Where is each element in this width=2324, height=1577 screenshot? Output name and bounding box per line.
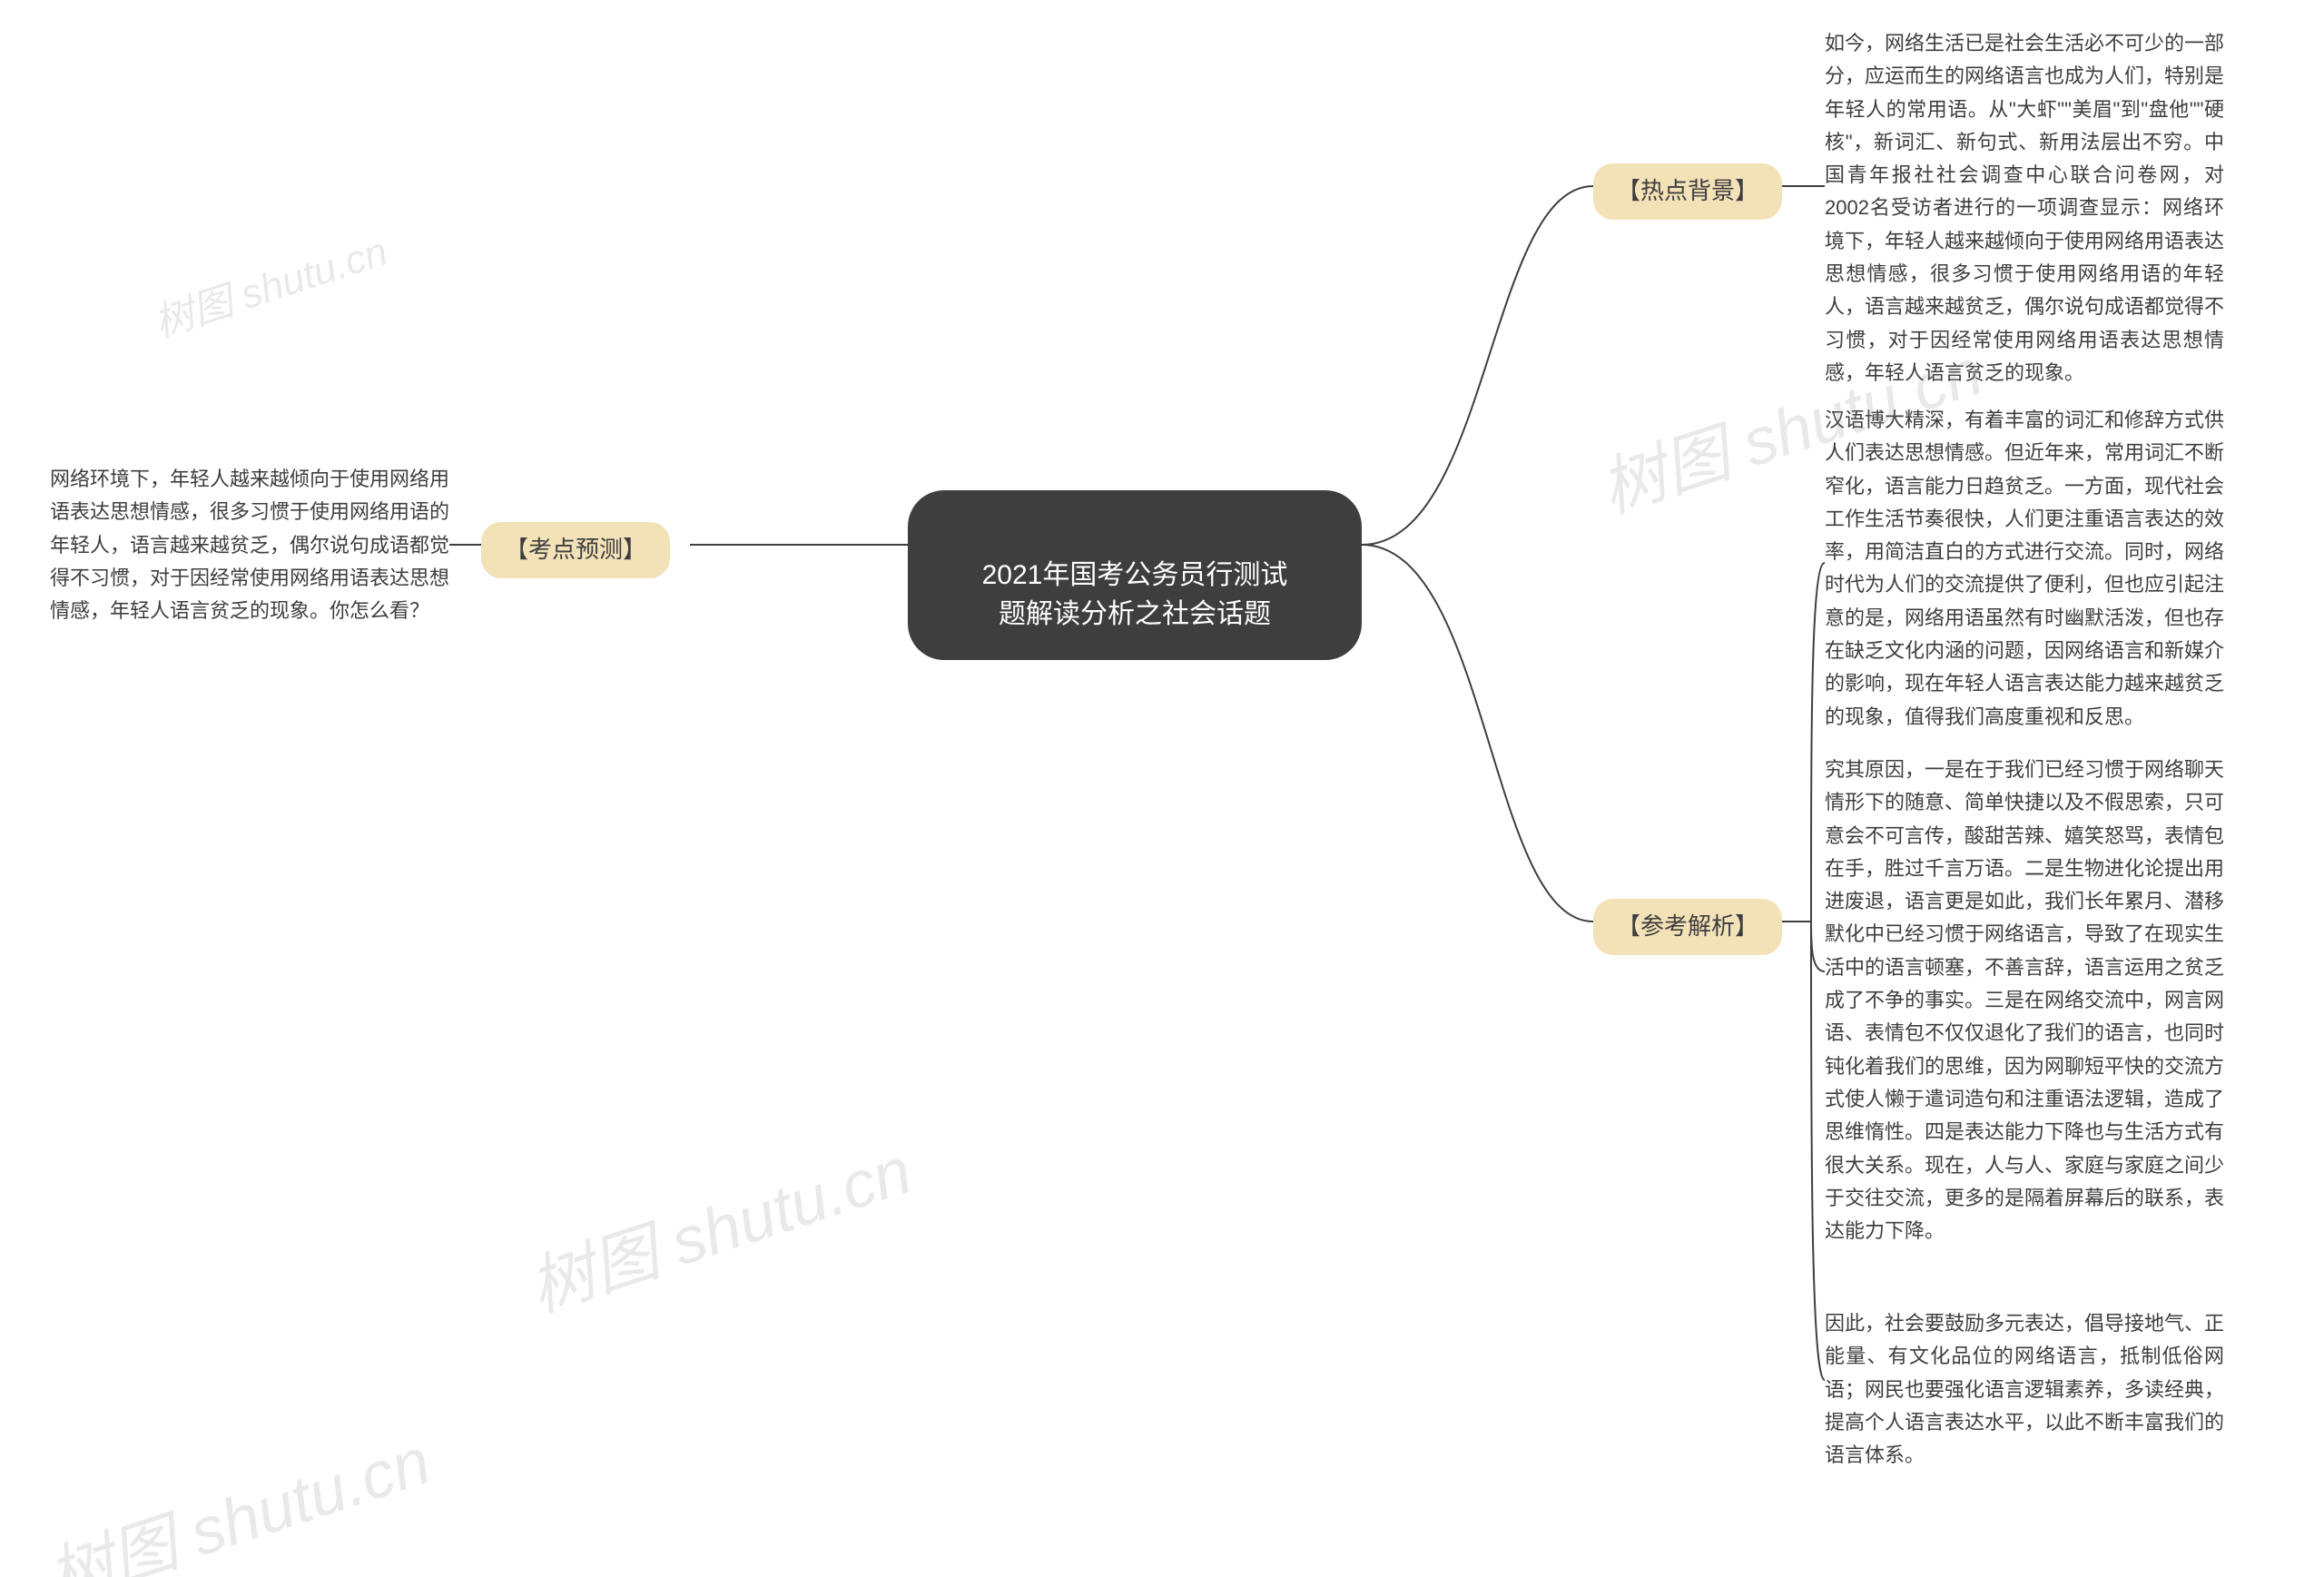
branch-background[interactable]: 【热点背景】 [1593,163,1782,220]
branch-label: 【热点背景】 [1617,177,1758,204]
leaf-text: 网络环境下，年轻人越来越倾向于使用网络用语表达思想情感，很多习惯于使用网络用语的… [50,468,449,622]
leaf-prediction-0: 网络环境下，年轻人越来越倾向于使用网络用语表达思想情感，很多习惯于使用网络用语的… [50,463,449,627]
watermark: 树图 shutu.cn [145,219,393,349]
branch-analysis[interactable]: 【参考解析】 [1593,899,1782,955]
branch-label: 【考点预测】 [505,536,646,563]
leaf-background-0: 如今，网络生活已是社会生活必不可少的一部分，应运而生的网络语言也成为人们，特别是… [1825,27,2224,389]
mindmap-canvas: 2021年国考公务员行测试 题解读分析之社会话题 【考点预测】 网络环境下，年轻… [0,0,2324,1577]
branch-label: 【参考解析】 [1617,912,1758,940]
leaf-text: 如今，网络生活已是社会生活必不可少的一部分，应运而生的网络语言也成为人们，特别是… [1825,32,2224,384]
leaf-text: 汉语博大精深，有着丰富的词汇和修辞方式供人们表达思想情感。但近年来，常用词汇不断… [1825,409,2224,728]
watermark: 树图 shutu.cn [516,1117,921,1330]
center-node-text: 2021年国考公务员行测试 题解读分析之社会话题 [982,560,1288,630]
leaf-analysis-2: 因此，社会要鼓励多元表达，倡导接地气、正能量、有文化品位的网络语言，抵制低俗网语… [1825,1307,2224,1472]
watermark: 树图 shutu.cn [34,1407,440,1577]
leaf-text: 究其原因，一是在于我们已经习惯于网络聊天情形下的随意、简单快捷以及不假思索，只可… [1825,758,2224,1242]
leaf-text: 因此，社会要鼓励多元表达，倡导接地气、正能量、有文化品位的网络语言，抵制低俗网语… [1825,1312,2224,1466]
center-node[interactable]: 2021年国考公务员行测试 题解读分析之社会话题 [908,490,1362,660]
branch-prediction[interactable]: 【考点预测】 [481,522,670,578]
leaf-analysis-0: 汉语博大精深，有着丰富的词汇和修辞方式供人们表达思想情感。但近年来，常用词汇不断… [1825,404,2224,734]
leaf-analysis-1: 究其原因，一是在于我们已经习惯于网络聊天情形下的随意、简单快捷以及不假思索，只可… [1825,754,2224,1247]
